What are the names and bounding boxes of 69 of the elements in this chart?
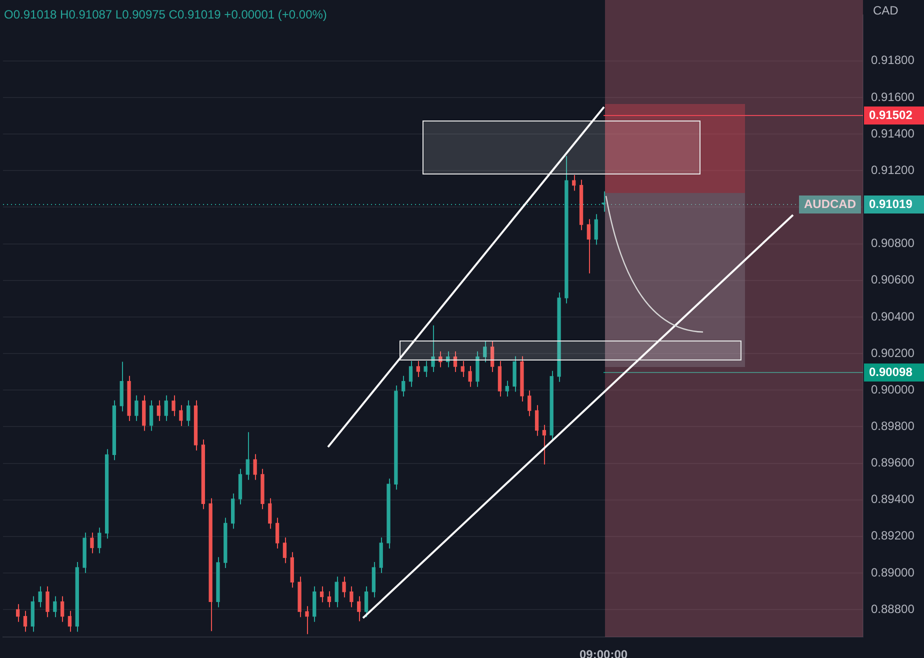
candlestick [68, 610, 72, 632]
y-tick-label: 0.91800 [871, 53, 915, 68]
candlestick [253, 454, 257, 480]
candlestick [446, 350, 450, 368]
y-axis-title: CAD [873, 3, 899, 18]
y-tick-label: 0.88800 [871, 602, 915, 616]
candlestick [320, 586, 324, 603]
candlestick [505, 380, 509, 398]
candlestick [98, 527, 102, 554]
y-tick-label: 0.91200 [871, 162, 915, 177]
y-tick-label: 0.91400 [871, 126, 915, 140]
candlestick [402, 375, 406, 398]
y-tick-label: 0.89000 [871, 565, 915, 580]
candlestick [586, 218, 591, 274]
y-tick-label: 0.89600 [871, 456, 915, 470]
candlestick [16, 604, 20, 622]
candlestick [416, 360, 420, 378]
candlestick [23, 610, 28, 632]
candlestick [282, 537, 287, 564]
candlestick [453, 350, 458, 373]
candlestick [268, 498, 272, 530]
candlestick [46, 586, 50, 618]
candlestick [364, 586, 368, 618]
candlestick [38, 586, 42, 608]
candlestick [490, 340, 494, 373]
y-tick-label: 0.90800 [871, 236, 915, 250]
candlestick [468, 365, 472, 388]
candlestick [246, 432, 250, 480]
y-tick-label: 0.90600 [871, 272, 915, 287]
candlestick [438, 350, 442, 368]
candlestick [172, 394, 176, 417]
y-tick-label: 0.89800 [871, 419, 915, 433]
candlestick [53, 596, 57, 618]
candlestick [275, 517, 280, 549]
candlestick [156, 400, 161, 422]
y-tick-label: 0.89400 [871, 492, 915, 506]
candlestick [164, 394, 168, 422]
y-tick-label: 0.90400 [871, 309, 915, 324]
candlestick [149, 400, 154, 432]
y-tick-label: 0.90000 [871, 382, 915, 396]
y-tick-label: 0.89200 [871, 528, 915, 543]
candlestick [334, 576, 338, 608]
candlestick [460, 360, 464, 378]
candlestick [342, 576, 346, 598]
candlestick [424, 360, 428, 378]
candlestick [572, 174, 576, 192]
y-tick-label: 0.91600 [871, 90, 915, 104]
candlestick [350, 586, 354, 608]
ref-line-label: 0.91019 [869, 196, 913, 211]
candlestick [542, 424, 546, 466]
annotation: AUDCAD [804, 196, 856, 211]
candlestick [528, 390, 532, 417]
candlestick [179, 404, 183, 426]
candlestick [431, 324, 435, 373]
candlestick [534, 404, 539, 436]
candlestick [90, 532, 94, 554]
candlestick [594, 214, 598, 246]
candlestick [134, 394, 138, 422]
ref-line-label: 0.91502 [869, 108, 913, 122]
y-tick-label: 0.90200 [871, 346, 915, 360]
candlestick [305, 606, 309, 635]
candlestick [408, 360, 413, 388]
ref-line-label: 0.90098 [869, 364, 913, 379]
candlestick [327, 590, 332, 608]
annotation: O0.91018 H0.91087 L0.90975 C0.91019 +0.00001 (+0.00%) [4, 7, 327, 22]
candlestick [483, 340, 487, 363]
candlestick [186, 400, 190, 426]
candlestick [357, 596, 361, 622]
candlestick [60, 596, 64, 622]
